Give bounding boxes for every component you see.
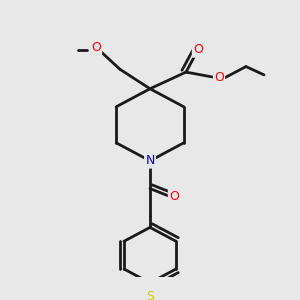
Text: O: O bbox=[193, 44, 203, 56]
Text: O: O bbox=[91, 40, 101, 54]
Text: O: O bbox=[214, 71, 224, 84]
Text: O: O bbox=[169, 190, 179, 203]
Text: S: S bbox=[146, 290, 154, 300]
Text: N: N bbox=[145, 154, 155, 167]
